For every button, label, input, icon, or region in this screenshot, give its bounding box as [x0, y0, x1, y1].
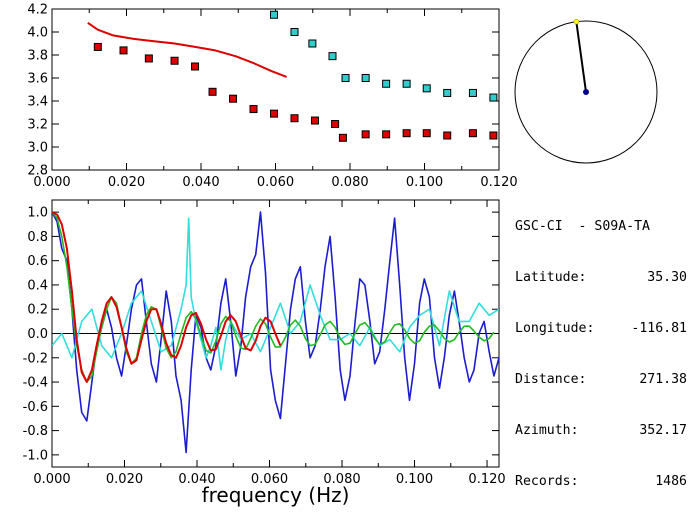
- p0-y-tick-label: 3.8: [27, 49, 48, 64]
- p0-series-0-point: [249, 105, 258, 114]
- p0-series-0-point: [119, 46, 128, 55]
- p0-y-tick-label: 3.0: [27, 141, 48, 156]
- p0-series-0-point: [443, 131, 452, 140]
- p0-series-0-point: [382, 130, 391, 139]
- p0-series-2-line: [87, 21, 288, 78]
- p0-series-1-point: [270, 10, 279, 19]
- p1-y-tick-label: 0.4: [27, 278, 48, 293]
- p1-x-tick-label: 0.040: [178, 472, 215, 487]
- p0-y-tick-label: 3.6: [27, 72, 48, 87]
- compass-circle: [514, 20, 658, 164]
- latitude-row: Latitude: 35.30: [515, 269, 687, 286]
- p0-series-0-point: [144, 54, 153, 63]
- p0-series-0-point: [468, 129, 477, 138]
- p1-y-tick-label: -0.4: [23, 376, 48, 391]
- p0-y-tick-label: 2.8: [27, 164, 48, 179]
- p0-y-tick-label: 3.4: [27, 95, 48, 110]
- p1-x-tick-label: 0.020: [106, 472, 143, 487]
- p0-series-0-point: [402, 129, 411, 138]
- p0-series-0-point: [170, 56, 179, 65]
- p0-series-0-point: [290, 114, 299, 123]
- p1-y-tick-label: -1.0: [23, 448, 48, 463]
- records-value: 1486: [655, 474, 687, 489]
- p1-x-axis-title: frequency (Hz): [202, 483, 350, 507]
- p0-x-tick-label: 0.000: [33, 175, 70, 190]
- p1-x-tick-label: 0.060: [251, 472, 288, 487]
- station-title: GSC-CI - S09A-TA: [515, 219, 650, 234]
- p0-x-tick-label: 0.120: [480, 175, 517, 190]
- p1-series-1-line: [52, 217, 499, 371]
- p0-series-1-point: [468, 88, 477, 97]
- p0-series-0-point: [331, 120, 340, 128]
- p0-series-1-point: [308, 39, 317, 48]
- p0-series-0-point: [93, 42, 102, 51]
- p0-x-tick-label: 0.100: [406, 175, 443, 190]
- azimuth-compass: [514, 18, 658, 164]
- p0-x-tick-label: 0.040: [182, 175, 219, 190]
- p0-series-1-point: [382, 79, 391, 88]
- records-label: Records:: [515, 474, 579, 489]
- p0-y-tick-label: 3.2: [27, 118, 48, 133]
- azimuth-value: 352.17: [639, 423, 687, 438]
- station-info-panel: GSC-CI - S09A-TA Latitude: 35.30 Longitud…: [515, 184, 687, 507]
- azimuth-label: Azimuth:: [515, 423, 579, 438]
- p1-series-2-line: [52, 211, 495, 383]
- p0-series-0-point: [489, 131, 498, 140]
- p0-x-tick-label: 0.060: [257, 175, 294, 190]
- p1-x-tick-label: 0.000: [33, 472, 70, 487]
- p1-x-tick-label: 0.120: [468, 472, 505, 487]
- p0-y-tick-label: 4.0: [27, 26, 48, 41]
- longitude-value: -116.81: [631, 321, 687, 336]
- records-row: Records: 1486: [515, 473, 687, 490]
- azimuth-row: Azimuth: 352.17: [515, 422, 687, 439]
- p1-y-tick-label: -0.6: [23, 400, 48, 415]
- p0-series-0-point: [422, 129, 431, 138]
- p1-y-tick-label: 0.8: [27, 230, 48, 245]
- p0-series-0-point: [229, 94, 238, 103]
- p1-y-tick-label: 1.0: [27, 206, 48, 221]
- longitude-row: Longitude: -116.81: [515, 320, 687, 337]
- p0-series-0-point: [208, 87, 217, 96]
- p0-x-tick-label: 0.080: [331, 175, 368, 190]
- distance-row: Distance: 271.38: [515, 371, 687, 388]
- p0-series-1-point: [328, 52, 337, 61]
- latitude-label: Latitude:: [515, 270, 587, 285]
- distance-value: 271.38: [639, 372, 687, 387]
- p1-y-tick-label: -0.8: [23, 424, 48, 439]
- p0-series-1-point: [422, 84, 431, 93]
- p1-y-tick-label: 0.2: [27, 303, 48, 318]
- p0-x-tick-label: 0.020: [108, 175, 145, 190]
- p0-series-1-point: [402, 79, 411, 88]
- p1-y-tick-label: 0.0: [27, 327, 48, 342]
- p0-series-0-point: [310, 116, 319, 125]
- p0-plot-frame: [51, 8, 500, 171]
- p1-x-tick-label: 0.100: [396, 472, 433, 487]
- p0-series-0-point: [191, 62, 200, 71]
- p1-y-tick-label: 0.6: [27, 254, 48, 269]
- p0-series-1-point: [341, 74, 350, 82]
- bottom-correlation-plot: 0.000 0.020 0.040 0.060 0.080 0.100 0.120 -1.0 -…: [23, 199, 506, 507]
- p0-series-1-point: [443, 88, 452, 97]
- p0-series-0-point: [270, 109, 279, 118]
- p0-series-0-point: [361, 130, 370, 139]
- latitude-value: 35.30: [647, 270, 687, 285]
- p0-y-tick-label: 4.2: [27, 3, 48, 18]
- p1-y-tick-label: -0.2: [23, 351, 48, 366]
- compass-center-dot: [583, 89, 589, 95]
- p0-series-1-point: [489, 93, 498, 102]
- p0-series-1-point: [290, 28, 299, 36]
- p1-series-3-line: [52, 211, 282, 383]
- needle-tip-marker: [573, 18, 580, 25]
- p1-x-tick-label: 0.080: [323, 472, 360, 487]
- p0-series-0-point: [338, 133, 347, 142]
- top-velocity-plot: 0.000 0.020 0.040 0.060 0.080 0.100 0.120 2.8 3.…: [27, 3, 517, 191]
- longitude-label: Longitude:: [515, 321, 595, 336]
- azimuth-needle: [575, 21, 587, 93]
- p0-series-1-point: [361, 74, 370, 82]
- distance-label: Distance:: [515, 372, 587, 387]
